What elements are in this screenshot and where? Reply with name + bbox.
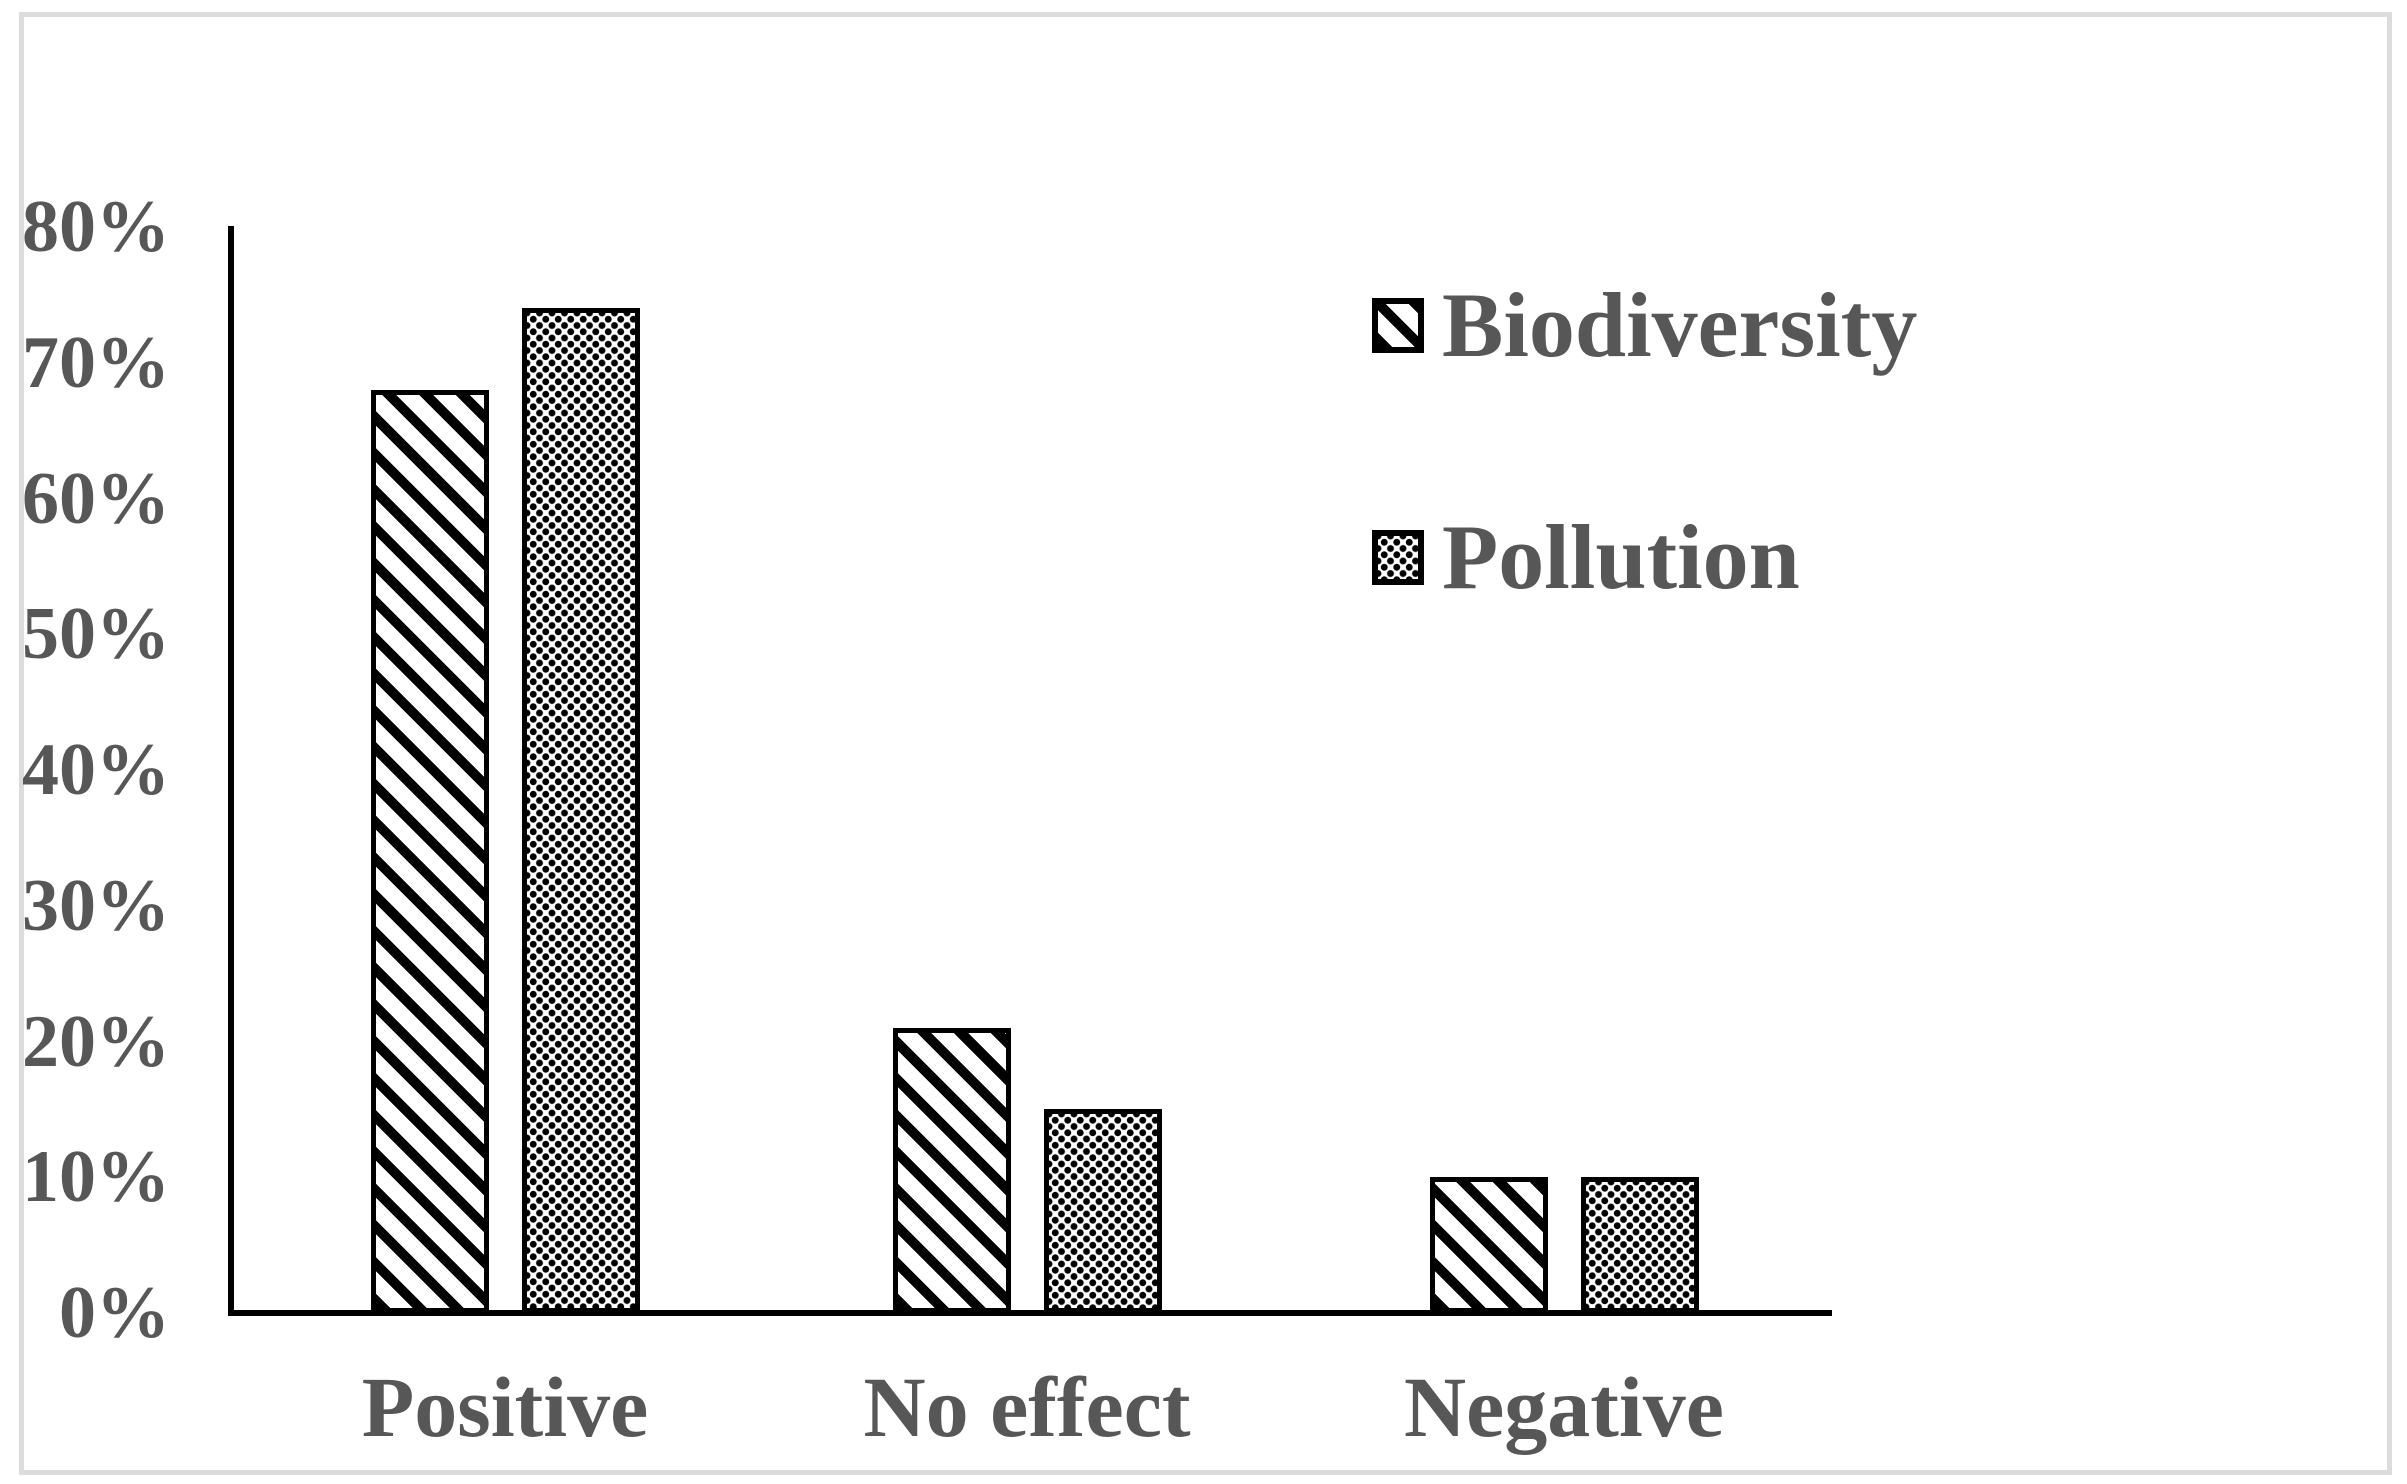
y-tick-label-50: 50% [22,593,170,676]
y-tick-label-30: 30% [22,864,170,947]
bar-positive-pollution [521,308,640,1313]
y-tick-label-70: 70% [22,321,170,404]
x-axis-line [228,1310,1832,1316]
bar-no-effect-biodiversity [892,1027,1011,1313]
bar-positive-biodiversity [370,389,489,1313]
y-axis-line [228,226,234,1316]
y-tick-label-20: 20% [22,1000,170,1083]
category-label-negative: Negative [1404,1359,1724,1455]
legend-label-pollution: Pollution [1442,506,1800,608]
bar-negative-biodiversity [1429,1177,1548,1313]
y-tick-label-0: 0% [59,1272,170,1354]
bar-negative-pollution [1580,1177,1699,1313]
legend-entry-biodiversity: Biodiversity [1372,279,1917,371]
y-tick-label-40: 40% [22,729,170,811]
legend: Biodiversity Pollution [1372,279,1917,603]
y-tick-label-60: 60% [22,457,170,540]
y-tick-label-80: 80% [22,186,170,268]
legend-entry-pollution: Pollution [1372,511,1917,603]
bar-no-effect-pollution [1043,1109,1162,1313]
category-label-no-effect: No effect [863,1359,1191,1455]
legend-swatch-square-dots-icon [1372,529,1424,585]
legend-label-biodiversity: Biodiversity [1442,274,1918,376]
legend-swatch-diagonal-stripes-icon [1372,297,1424,353]
y-tick-label-10: 10% [22,1136,170,1219]
category-label-positive: Positive [361,1359,649,1455]
